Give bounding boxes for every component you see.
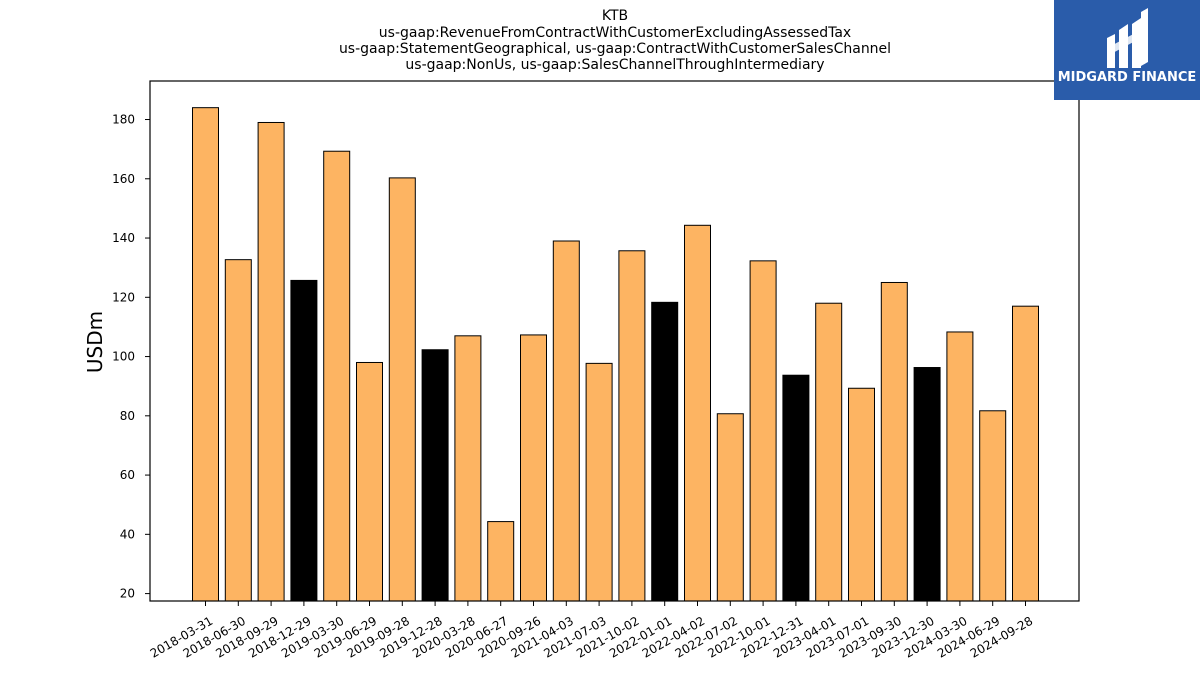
bar-2019-06-29 bbox=[356, 361, 383, 602]
chart-title: KTB us-gaap:RevenueFromContractWithCusto… bbox=[339, 8, 891, 73]
bar-2019-09-28 bbox=[388, 177, 416, 602]
y-tick-label: 60 bbox=[120, 468, 135, 482]
title-line-3: us-gaap:StatementGeographical, us-gaap:C… bbox=[339, 41, 891, 57]
bar-2018-03-31 bbox=[192, 107, 219, 602]
bar-2022-07-02 bbox=[716, 413, 744, 602]
y-tick-label: 160 bbox=[112, 172, 135, 186]
bar-2024-09-28 bbox=[1012, 305, 1039, 602]
y-tick-label: 140 bbox=[112, 231, 135, 245]
plot-frame bbox=[149, 80, 1080, 602]
bar-2023-09-30 bbox=[880, 281, 908, 602]
bar-2021-04-03 bbox=[552, 240, 580, 602]
bar-2022-04-02 bbox=[684, 224, 711, 602]
logo: MIDGARD FINANCE bbox=[1054, 0, 1200, 100]
y-tick-label: 180 bbox=[112, 113, 135, 127]
bar-2020-06-27 bbox=[487, 521, 515, 602]
bar-2022-12-31 bbox=[782, 374, 810, 602]
x-axis-ticks: 2018-03-312018-06-302018-09-292018-12-29… bbox=[148, 601, 1035, 661]
bars bbox=[192, 107, 1039, 602]
logo-mark-icon bbox=[1107, 8, 1148, 68]
y-axis-label: USDm bbox=[83, 311, 107, 373]
bar-2023-04-01 bbox=[815, 302, 843, 602]
bar-2020-09-26 bbox=[520, 334, 547, 602]
logo-text: MIDGARD FINANCE bbox=[1058, 70, 1197, 85]
bar-2019-12-28 bbox=[421, 349, 449, 602]
bar-2022-01-01 bbox=[651, 301, 679, 602]
bar-2021-10-02 bbox=[618, 250, 646, 602]
bar-2021-07-03 bbox=[585, 362, 613, 602]
y-tick-label: 120 bbox=[112, 290, 135, 304]
bar-2019-03-30 bbox=[323, 150, 351, 602]
y-tick-label: 100 bbox=[112, 350, 135, 364]
y-tick-label: 80 bbox=[120, 409, 135, 423]
y-tick-label: 40 bbox=[120, 527, 135, 541]
y-tick-label: 20 bbox=[120, 587, 135, 601]
bar-2018-12-29 bbox=[290, 279, 318, 602]
bar-2024-03-30 bbox=[946, 331, 974, 602]
title-line-1: KTB bbox=[602, 8, 628, 24]
bar-2022-10-01 bbox=[749, 260, 777, 602]
y-axis-ticks: 20 40 60 80 100 120 140 160 180 bbox=[112, 113, 150, 601]
title-line-2: us-gaap:RevenueFromContractWithCustomerE… bbox=[379, 25, 851, 41]
bar-2018-09-29 bbox=[257, 121, 285, 602]
bar-2018-06-30 bbox=[224, 259, 252, 602]
bar-2023-07-01 bbox=[848, 387, 875, 602]
bar-2023-12-30 bbox=[913, 367, 941, 602]
title-line-4: us-gaap:NonUs, us-gaap:SalesChannelThrou… bbox=[405, 57, 824, 73]
bar-2024-06-29 bbox=[979, 410, 1007, 602]
bar-2020-03-28 bbox=[454, 335, 482, 602]
